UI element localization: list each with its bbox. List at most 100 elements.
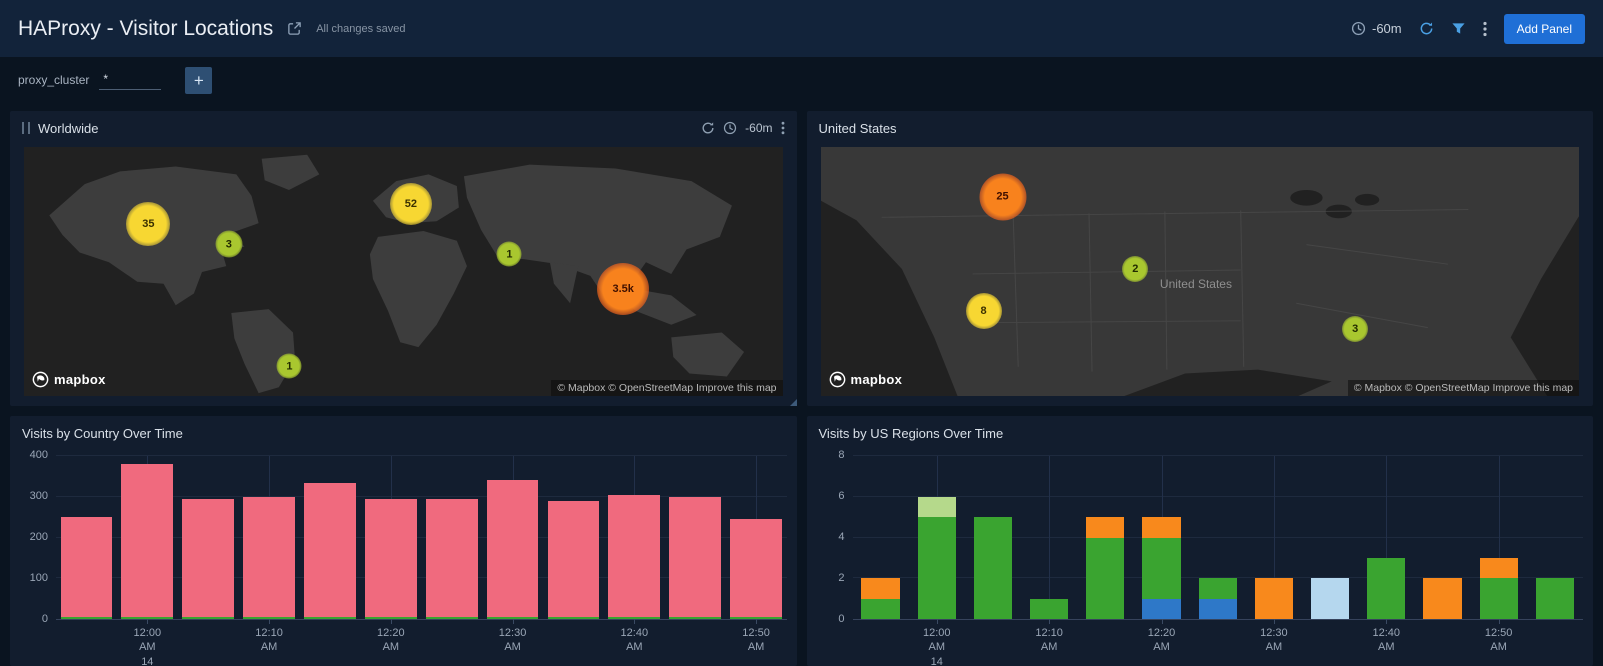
bar[interactable]: [486, 456, 539, 619]
mapbox-logo[interactable]: mapbox: [829, 371, 903, 388]
bar-segment-lightblue[interactable]: [1310, 578, 1350, 619]
bar-segment-green[interactable]: [425, 616, 478, 619]
refresh-icon[interactable]: [701, 121, 715, 135]
bar-segment-green[interactable]: [1535, 578, 1574, 619]
map-cluster-bubble[interactable]: 1: [496, 241, 522, 267]
map-attribution-link[interactable]: © Mapbox © OpenStreetMap Improve this ma…: [551, 380, 783, 396]
bar-segment-pink[interactable]: [243, 496, 295, 617]
bar[interactable]: [1535, 456, 1574, 619]
bar[interactable]: [243, 456, 295, 619]
map-cluster-bubble[interactable]: 25: [979, 173, 1027, 221]
map-cluster-bubble[interactable]: 2: [1122, 256, 1149, 282]
filter-icon[interactable]: [1451, 21, 1466, 36]
bar-segment-pink[interactable]: [304, 482, 356, 617]
bar-segment-pink[interactable]: [669, 496, 722, 617]
bar-segment-green[interactable]: [182, 616, 235, 619]
bar-segment-orange[interactable]: [1254, 578, 1293, 619]
bar-segment-pink[interactable]: [730, 519, 782, 617]
bar-segment-pink[interactable]: [182, 498, 235, 617]
bar-segment-green[interactable]: [669, 616, 722, 619]
kebab-menu-icon[interactable]: [781, 121, 785, 135]
map-cluster-bubble[interactable]: 8: [965, 293, 1002, 330]
bar-segment-green[interactable]: [1086, 537, 1125, 619]
bar-segment-green[interactable]: [1030, 598, 1069, 619]
bar[interactable]: [364, 456, 417, 619]
bar-segment-pink[interactable]: [425, 498, 478, 617]
bar-segment-pink[interactable]: [608, 494, 661, 617]
bar-segment-pink[interactable]: [60, 517, 113, 617]
add-panel-button[interactable]: Add Panel: [1503, 13, 1585, 44]
kebab-menu-icon[interactable]: [1483, 21, 1487, 37]
bar-segment-green[interactable]: [60, 616, 113, 619]
map-cluster-bubble[interactable]: 3: [215, 230, 243, 258]
bar-segment-green[interactable]: [121, 616, 174, 619]
bar-segment-green[interactable]: [973, 517, 1013, 619]
bar-segment-pink[interactable]: [364, 498, 417, 617]
bar-segment-pink[interactable]: [121, 464, 174, 617]
world-map[interactable]: mapbox © Mapbox © OpenStreetMap Improve …: [24, 147, 783, 396]
bar[interactable]: [1423, 456, 1462, 619]
add-filter-button[interactable]: +: [185, 66, 213, 94]
bar[interactable]: [1254, 456, 1293, 619]
bar-segment-green[interactable]: [1479, 578, 1518, 619]
bar[interactable]: [182, 456, 235, 619]
time-range-selector[interactable]: -60m: [1351, 21, 1402, 36]
bar-segment-blue[interactable]: [1198, 598, 1237, 619]
bar-segment-green[interactable]: [486, 616, 539, 619]
map-cluster-bubble[interactable]: 3.5k: [597, 262, 650, 315]
bar-segment-green[interactable]: [730, 616, 782, 619]
bar-segment-green[interactable]: [861, 598, 900, 619]
bar[interactable]: [1479, 456, 1518, 619]
bar-segment-green[interactable]: [1367, 557, 1406, 619]
bar[interactable]: [608, 456, 661, 619]
bar[interactable]: [917, 456, 956, 619]
bar-segment-blue[interactable]: [1142, 598, 1181, 619]
bar-segment-orange[interactable]: [1479, 557, 1518, 579]
map-cluster-bubble[interactable]: 1: [276, 353, 302, 379]
filter-value-input[interactable]: *: [99, 70, 162, 90]
bar-segment-green[interactable]: [608, 616, 661, 619]
bar-segment-lightgreen[interactable]: [917, 496, 956, 518]
bar-segment-green[interactable]: [364, 616, 417, 619]
bar[interactable]: [861, 456, 900, 619]
bar-segment-green[interactable]: [547, 616, 600, 619]
bar-segment-green[interactable]: [917, 517, 956, 619]
bar[interactable]: [973, 456, 1013, 619]
bar[interactable]: [304, 456, 356, 619]
bar[interactable]: [1198, 456, 1237, 619]
bar-segment-orange[interactable]: [861, 578, 900, 599]
bar[interactable]: [1142, 456, 1181, 619]
drag-handle-icon[interactable]: [22, 122, 30, 134]
bar[interactable]: [669, 456, 722, 619]
bar-segment-green[interactable]: [1142, 537, 1181, 599]
bar[interactable]: [121, 456, 174, 619]
y-tick-label: 6: [838, 490, 845, 502]
map-cluster-bubble[interactable]: 52: [389, 183, 432, 226]
bar[interactable]: [1367, 456, 1406, 619]
mapbox-logo[interactable]: mapbox: [32, 371, 106, 388]
map-attribution-link[interactable]: © Mapbox © OpenStreetMap Improve this ma…: [1347, 380, 1579, 396]
bar[interactable]: [60, 456, 113, 619]
bar-segment-pink[interactable]: [547, 500, 600, 617]
share-icon[interactable]: [287, 21, 302, 36]
bar[interactable]: [547, 456, 600, 619]
bar-segment-pink[interactable]: [486, 480, 539, 617]
bar-segment-green[interactable]: [243, 616, 295, 619]
us-map[interactable]: United States mapbox © Mapbox © OpenStre…: [820, 147, 1579, 396]
bar[interactable]: [1086, 456, 1125, 619]
refresh-icon[interactable]: [1419, 21, 1434, 36]
bar-segment-green[interactable]: [304, 616, 356, 619]
bar-segment-orange[interactable]: [1086, 517, 1125, 538]
bar[interactable]: [730, 456, 782, 619]
map-cluster-bubble[interactable]: 35: [126, 202, 171, 247]
panel-resize-handle[interactable]: [789, 399, 797, 406]
bar[interactable]: [1030, 456, 1069, 619]
bar-segment-orange[interactable]: [1142, 517, 1181, 538]
panel-time-range[interactable]: -60m: [745, 121, 773, 135]
map-cluster-bubble[interactable]: 3: [1342, 315, 1369, 342]
bar-segment-green[interactable]: [1198, 578, 1237, 599]
clock-icon[interactable]: [723, 121, 737, 135]
bar[interactable]: [1310, 456, 1350, 619]
bar-segment-orange[interactable]: [1423, 578, 1462, 619]
bar[interactable]: [425, 456, 478, 619]
